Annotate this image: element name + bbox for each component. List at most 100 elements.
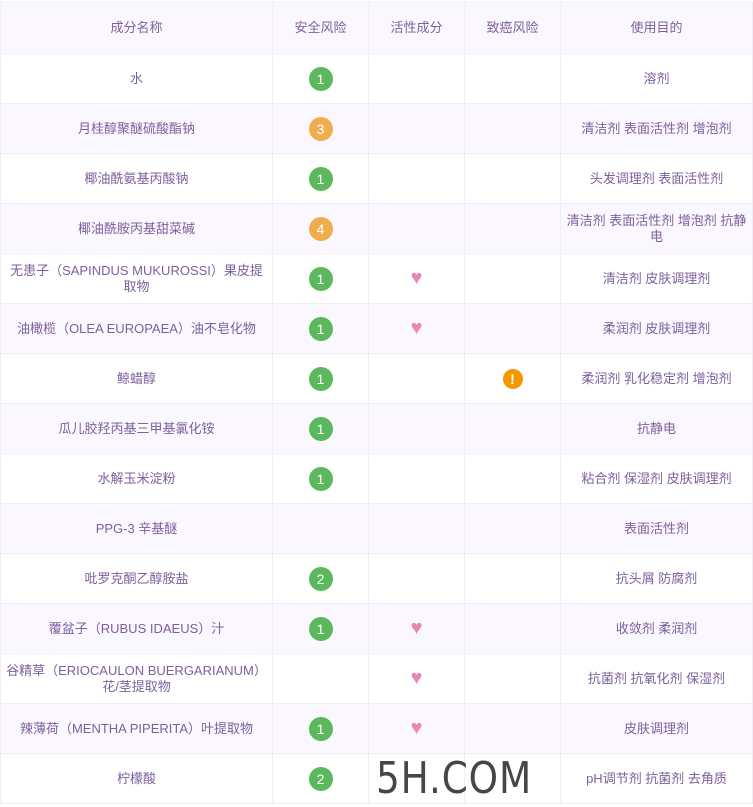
table-row: PPG-3 辛基醚 表面活性剂 <box>0 503 753 554</box>
table-row: 无患子（SAPINDUS MUKUROSSI）果皮提取物 1 ♥ 清洁剂 皮肤调理剂 <box>0 253 753 304</box>
purpose: 溶剂 <box>560 53 753 104</box>
ingredient-name: 无患子（SAPINDUS MUKUROSSI）果皮提取物 <box>0 253 273 304</box>
purpose: 粘合剂 保湿剂 皮肤调理剂 <box>560 453 753 504</box>
table-row: 瓜儿胶羟丙基三甲基氯化铵 1 抗静电 <box>0 403 753 454</box>
ingredient-name: 鲸蜡醇 <box>0 353 273 404</box>
active-cell <box>368 403 465 454</box>
safety-risk-cell: 1 <box>272 153 369 204</box>
purpose: 表面活性剂 <box>560 503 753 554</box>
active-cell: ♥ <box>368 703 465 754</box>
risk-badge: 1 <box>308 416 333 441</box>
cancer-risk-cell <box>464 603 561 654</box>
ingredient-name: PPG-3 辛基醚 <box>0 503 273 554</box>
table-row: 辣薄荷（MENTHA PIPERITA）叶提取物 1 ♥ 皮肤调理剂 <box>0 703 753 754</box>
cancer-risk-cell <box>464 403 561 454</box>
table-row: 柠檬酸 2 pH调节剂 抗菌剂 去角质 <box>0 753 753 804</box>
purpose: 清洁剂 皮肤调理剂 <box>560 253 753 304</box>
purpose: 头发调理剂 表面活性剂 <box>560 153 753 204</box>
ingredient-name: 谷精草（ERIOCAULON BUERGARIANUM）花/茎提取物 <box>0 653 273 704</box>
active-cell: ♥ <box>368 253 465 304</box>
header-cancer-risk: 致癌风险 <box>464 2 561 54</box>
purpose: 皮肤调理剂 <box>560 703 753 754</box>
heart-icon: ♥ <box>410 716 423 739</box>
risk-badge: 1 <box>308 366 333 391</box>
active-cell <box>368 203 465 254</box>
ingredient-name: 柠檬酸 <box>0 753 273 804</box>
table-row: 椰油酰氨基丙酸钠 1 头发调理剂 表面活性剂 <box>0 153 753 204</box>
safety-risk-cell: 3 <box>272 103 369 154</box>
active-cell: ♥ <box>368 303 465 354</box>
active-cell <box>368 503 465 554</box>
ingredient-name: 吡罗克酮乙醇胺盐 <box>0 553 273 604</box>
ingredient-name: 辣薄荷（MENTHA PIPERITA）叶提取物 <box>0 703 273 754</box>
active-cell <box>368 753 465 804</box>
active-cell <box>368 53 465 104</box>
risk-badge: 3 <box>308 116 333 141</box>
risk-badge: 1 <box>308 716 333 741</box>
active-cell <box>368 353 465 404</box>
safety-risk-cell: 2 <box>272 553 369 604</box>
cancer-risk-cell <box>464 453 561 504</box>
table-row: 月桂醇聚醚硫酸酯钠 3 清洁剂 表面活性剂 增泡剂 <box>0 103 753 154</box>
safety-risk-cell <box>272 503 369 554</box>
ingredient-name: 月桂醇聚醚硫酸酯钠 <box>0 103 273 154</box>
heart-icon: ♥ <box>410 616 423 639</box>
cancer-risk-cell <box>464 653 561 704</box>
safety-risk-cell: 2 <box>272 753 369 804</box>
risk-badge: 1 <box>308 266 333 291</box>
safety-risk-cell: 1 <box>272 303 369 354</box>
purpose: 抗菌剂 抗氧化剂 保湿剂 <box>560 653 753 704</box>
purpose: 清洁剂 表面活性剂 增泡剂 <box>560 103 753 154</box>
risk-badge: 1 <box>308 166 333 191</box>
active-cell: ♥ <box>368 603 465 654</box>
cancer-risk-cell <box>464 53 561 104</box>
header-active: 活性成分 <box>368 2 465 54</box>
safety-risk-cell <box>272 653 369 704</box>
cancer-risk-cell <box>464 753 561 804</box>
risk-badge: 1 <box>308 616 333 641</box>
purpose: 抗头屑 防腐剂 <box>560 553 753 604</box>
risk-badge: 1 <box>308 316 333 341</box>
safety-risk-cell: 1 <box>272 253 369 304</box>
table-row: 油橄榄（OLEA EUROPAEA）油不皂化物 1 ♥ 柔润剂 皮肤调理剂 <box>0 303 753 354</box>
header-safety-risk: 安全风险 <box>272 2 369 54</box>
purpose: 收敛剂 柔润剂 <box>560 603 753 654</box>
ingredient-name: 水解玉米淀粉 <box>0 453 273 504</box>
table-row: 谷精草（ERIOCAULON BUERGARIANUM）花/茎提取物 ♥ 抗菌剂 抗… <box>0 653 753 704</box>
ingredient-name: 瓜儿胶羟丙基三甲基氯化铵 <box>0 403 273 454</box>
purpose: 柔润剂 乳化稳定剂 增泡剂 <box>560 353 753 404</box>
safety-risk-cell: 1 <box>272 53 369 104</box>
heart-icon: ♥ <box>410 666 423 689</box>
table-header: 成分名称 安全风险 活性成分 致癌风险 使用目的 <box>0 2 753 54</box>
cancer-risk-cell <box>464 303 561 354</box>
cancer-risk-cell <box>464 153 561 204</box>
purpose: 抗静电 <box>560 403 753 454</box>
purpose: 柔润剂 皮肤调理剂 <box>560 303 753 354</box>
ingredient-name: 覆盆子（RUBUS IDAEUS）汁 <box>0 603 273 654</box>
safety-risk-cell: 4 <box>272 203 369 254</box>
risk-badge: 2 <box>308 766 333 791</box>
risk-badge: 4 <box>308 216 333 241</box>
cancer-risk-cell: ! <box>464 353 561 404</box>
active-cell <box>368 103 465 154</box>
cancer-risk-cell <box>464 253 561 304</box>
warning-icon: ! <box>502 368 523 389</box>
risk-badge: 2 <box>308 566 333 591</box>
safety-risk-cell: 1 <box>272 353 369 404</box>
active-cell <box>368 553 465 604</box>
table-row: 吡罗克酮乙醇胺盐 2 抗头屑 防腐剂 <box>0 553 753 604</box>
ingredient-name: 椰油酰氨基丙酸钠 <box>0 153 273 204</box>
cancer-risk-cell <box>464 503 561 554</box>
cancer-risk-cell <box>464 703 561 754</box>
table-row: 鲸蜡醇 1! 柔润剂 乳化稳定剂 增泡剂 <box>0 353 753 404</box>
active-cell: ♥ <box>368 653 465 704</box>
purpose: 清洁剂 表面活性剂 增泡剂 抗静电 <box>560 203 753 254</box>
table-row: 椰油酰胺丙基甜菜碱 4 清洁剂 表面活性剂 增泡剂 抗静电 <box>0 203 753 254</box>
ingredient-name: 椰油酰胺丙基甜菜碱 <box>0 203 273 254</box>
table-row: 水解玉米淀粉 1 粘合剂 保湿剂 皮肤调理剂 <box>0 453 753 504</box>
safety-risk-cell: 1 <box>272 603 369 654</box>
purpose: pH调节剂 抗菌剂 去角质 <box>560 753 753 804</box>
safety-risk-cell: 1 <box>272 703 369 754</box>
heart-icon: ♥ <box>410 266 423 289</box>
safety-risk-cell: 1 <box>272 453 369 504</box>
